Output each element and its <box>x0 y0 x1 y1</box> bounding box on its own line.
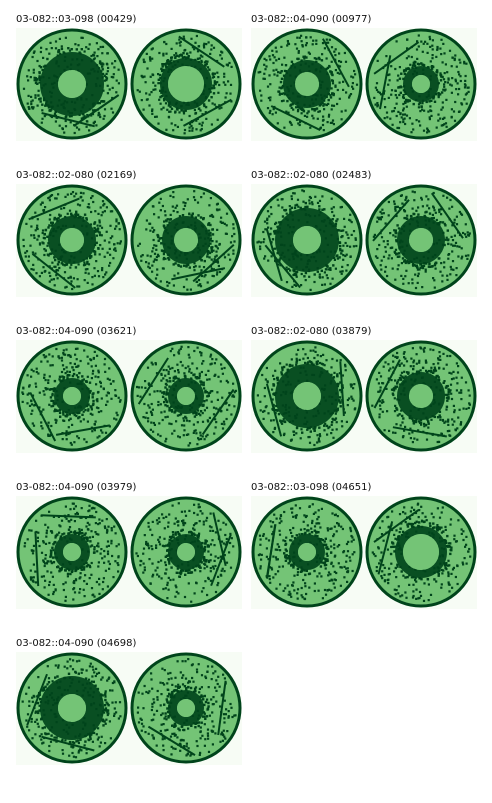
panel-label: 03-082::02-080 (03879) <box>251 326 372 337</box>
panel-label: 03-082::02-080 (02483) <box>251 170 372 181</box>
image-panel: 03-082::04-090 (04698) <box>16 638 246 778</box>
left-disc-image <box>16 340 128 452</box>
image-panel: 03-082::02-080 (02169) <box>16 170 246 310</box>
left-disc-image <box>16 652 128 764</box>
right-disc-image <box>130 340 242 452</box>
left-disc-image <box>251 496 363 608</box>
right-disc-image <box>365 28 477 140</box>
left-disc-image <box>251 28 363 140</box>
panel-label: 03-082::02-080 (02169) <box>16 170 137 181</box>
right-disc-image <box>365 184 477 296</box>
left-disc-image <box>251 340 363 452</box>
image-panel: 03-082::03-098 (04651) <box>251 482 481 622</box>
panel-label: 03-082::03-098 (04651) <box>251 482 372 493</box>
left-disc-image <box>16 496 128 608</box>
image-panel: 03-082::04-090 (03979) <box>16 482 246 622</box>
disc-image-pair <box>16 496 242 609</box>
right-disc-image <box>365 496 477 608</box>
right-disc-image <box>130 652 242 764</box>
image-panel: 03-082::03-098 (00429) <box>16 14 246 154</box>
image-panel: 03-082::04-090 (00977) <box>251 14 481 154</box>
disc-image-pair <box>251 496 477 609</box>
panel-label: 03-082::04-090 (03979) <box>16 482 137 493</box>
image-panel: 03-082::04-090 (03621) <box>16 326 246 466</box>
panel-label: 03-082::04-090 (03621) <box>16 326 137 337</box>
disc-image-pair <box>251 340 477 453</box>
left-disc-image <box>251 184 363 296</box>
disc-image-pair <box>16 184 242 297</box>
disc-image-pair <box>16 652 242 765</box>
right-disc-image <box>365 340 477 452</box>
image-panel: 03-082::02-080 (02483) <box>251 170 481 310</box>
panel-label: 03-082::04-090 (00977) <box>251 14 372 25</box>
disc-image-pair <box>16 28 242 141</box>
panel-label: 03-082::03-098 (00429) <box>16 14 137 25</box>
disc-image-pair <box>16 340 242 453</box>
panel-label: 03-082::04-090 (04698) <box>16 638 137 649</box>
right-disc-image <box>130 28 242 140</box>
left-disc-image <box>16 184 128 296</box>
image-panel: 03-082::02-080 (03879) <box>251 326 481 466</box>
right-disc-image <box>130 496 242 608</box>
disc-image-pair <box>251 184 477 297</box>
right-disc-image <box>130 184 242 296</box>
left-disc-image <box>16 28 128 140</box>
disc-image-pair <box>251 28 477 141</box>
